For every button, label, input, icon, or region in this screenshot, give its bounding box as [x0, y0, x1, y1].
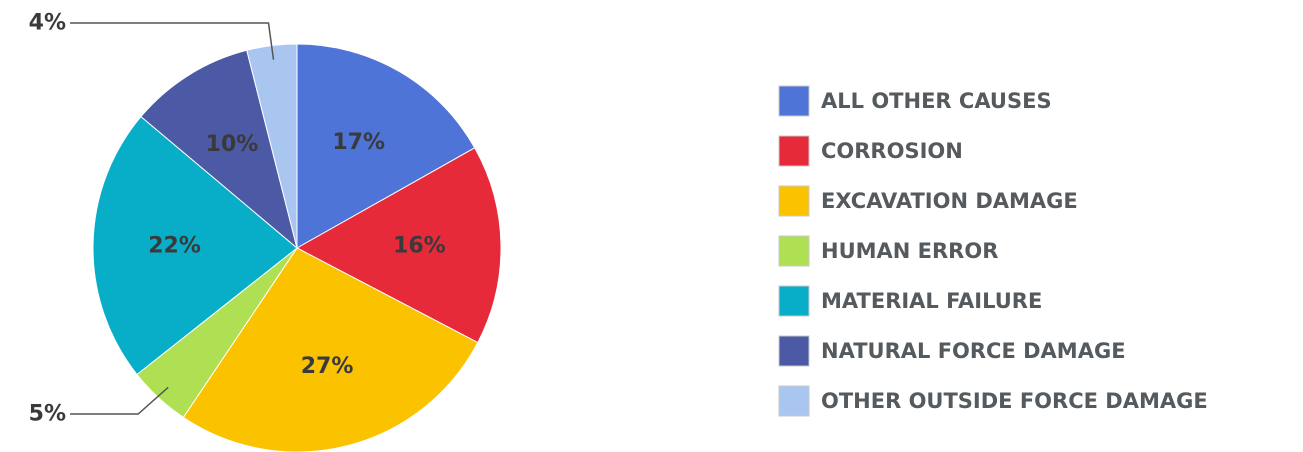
legend-swatch [778, 135, 810, 167]
callout-line-human-error [70, 386, 169, 415]
slice-label-corrosion: 16% [393, 234, 446, 259]
legend-swatch [778, 235, 810, 267]
legend-item-human-error: HUMAN ERROR [778, 235, 998, 267]
legend: ALL OTHER CAUSES CORROSION EXCAVATION DAMA… [778, 85, 1208, 417]
pie-slices [92, 43, 502, 452]
legend-item-all-other-causes: ALL OTHER CAUSES [778, 85, 1052, 117]
slice-label-natural-force-damage: 10% [206, 132, 259, 157]
legend-item-natural-force-damage: NATURAL FORCE DAMAGE [778, 335, 1126, 367]
pie-slice-material-failure [92, 115, 298, 376]
legend-label: NATURAL FORCE DAMAGE [821, 339, 1126, 363]
legend-label: MATERIAL FAILURE [821, 289, 1042, 313]
legend-item-other-outside-force-damage: OTHER OUTSIDE FORCE DAMAGE [778, 385, 1208, 417]
legend-swatch [778, 85, 810, 117]
legend-item-material-failure: MATERIAL FAILURE [778, 285, 1042, 317]
legend-swatch [778, 185, 810, 217]
legend-label: CORROSION [821, 139, 963, 163]
pie-labels: 17% 16% 27% 5% 22% 10% 4% [29, 11, 446, 427]
legend-label: OTHER OUTSIDE FORCE DAMAGE [821, 389, 1208, 413]
callout-line-other-outside-force-damage [70, 22, 275, 60]
legend-item-corrosion: CORROSION [778, 135, 963, 167]
legend-label: ALL OTHER CAUSES [821, 89, 1052, 113]
legend-swatch [778, 385, 810, 417]
slice-label-material-failure: 22% [148, 234, 201, 259]
legend-swatch [778, 335, 810, 367]
legend-label: HUMAN ERROR [821, 239, 998, 263]
slice-label-human-error: 5% [29, 402, 66, 427]
slice-label-excavation-damage: 27% [301, 354, 354, 379]
legend-swatch [778, 285, 810, 317]
pie-slice-all-other-causes [296, 43, 476, 249]
pie-slice-natural-force-damage [140, 49, 298, 250]
legend-item-excavation-damage: EXCAVATION DAMAGE [778, 185, 1078, 217]
pie-slice-excavation-damage [182, 247, 479, 452]
slice-label-all-other-causes: 17% [332, 130, 385, 155]
legend-label: EXCAVATION DAMAGE [821, 189, 1078, 213]
pie-slice-corrosion [295, 147, 502, 344]
slice-label-other-outside-force-damage: 4% [29, 11, 66, 36]
